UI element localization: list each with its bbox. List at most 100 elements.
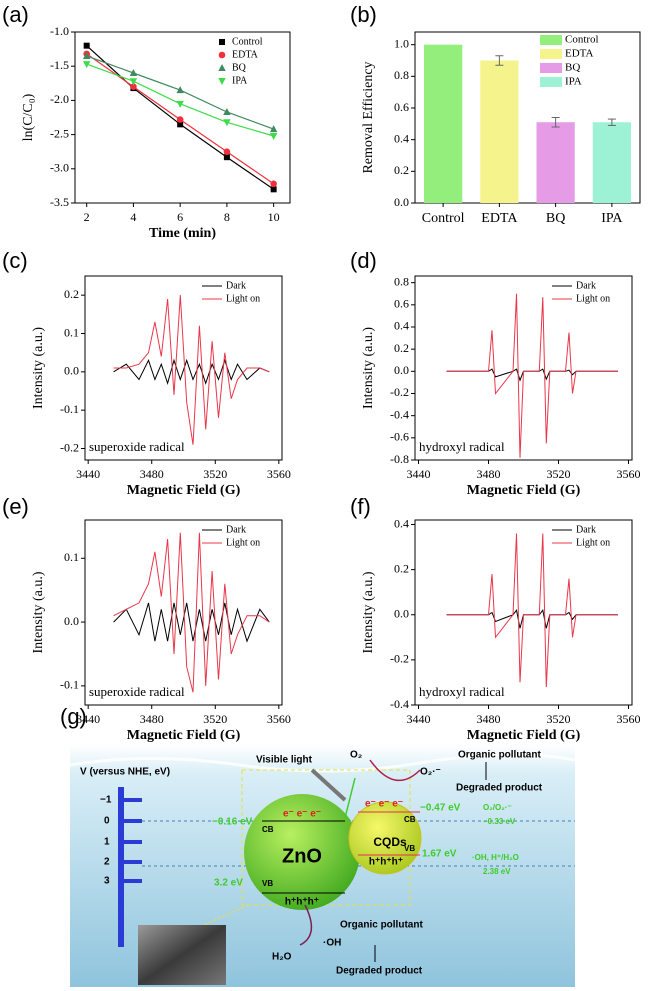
plot-frame — [84, 275, 283, 461]
y-tick-label: 0.1 — [64, 325, 79, 339]
legend-label: Dark — [226, 524, 246, 535]
y-tick-label: 0.4 — [394, 516, 409, 530]
y-tick-label: -3.5 — [50, 195, 69, 209]
y-tick-label: -0.2 — [390, 385, 409, 399]
legend-swatch — [540, 35, 562, 45]
legend-label: Dark — [226, 280, 246, 291]
y-axis-label: Removal Efficiency — [361, 61, 376, 173]
y-tick-label: 0.4 — [394, 319, 409, 333]
pollutant: Organic pollutant — [458, 750, 541, 761]
y-tick-label: 0.1 — [64, 550, 79, 564]
zno-label: ZnO — [282, 845, 322, 867]
y-axis-label: Intensity (a.u.) — [361, 327, 376, 409]
data-point — [130, 83, 137, 91]
legend-swatch — [540, 63, 562, 73]
series-line — [446, 368, 618, 382]
y-tick-label: 0.0 — [64, 614, 79, 628]
y-tick-label: 0.0 — [394, 363, 409, 377]
legend-marker — [219, 39, 225, 45]
panel-label: (a) — [2, 2, 29, 27]
bar — [424, 44, 463, 203]
legend-swatch — [540, 49, 562, 59]
x-tick-label: 3520 — [547, 712, 571, 726]
redox-potential: 2.38 eV — [483, 867, 511, 876]
x-tick-label: 3560 — [617, 467, 641, 481]
x-tick-label: 3480 — [140, 712, 164, 726]
light-label: Visible light — [256, 755, 313, 766]
x-tick-label: 3520 — [203, 467, 227, 481]
panel-label: (e) — [2, 494, 29, 519]
zoom-box — [241, 769, 411, 906]
y-tick-label: 0.0 — [394, 607, 409, 621]
x-tick-label: 3560 — [267, 712, 291, 726]
series-line — [446, 533, 618, 688]
y-tick-label: -3.0 — [50, 161, 69, 175]
legend-label: BQ — [565, 62, 580, 74]
energy-label: 1.67 eV — [422, 849, 457, 860]
y-tick-label: 0.4 — [394, 131, 409, 145]
y-tick-label: 0.6 — [394, 297, 409, 311]
x-tick-label: 3520 — [547, 467, 571, 481]
annotation: hydroxyl radical — [419, 684, 505, 699]
redox-couple: ·OH, H⁺/H₂O — [472, 853, 519, 862]
legend-marker — [218, 64, 226, 71]
x-tick-label: Control — [422, 211, 465, 226]
energy-label: −0.47 eV — [420, 803, 461, 814]
transfer-arrow — [344, 777, 356, 819]
data-point — [129, 78, 138, 86]
y-tick-label: -0.2 — [390, 652, 409, 666]
x-tick-label: 4 — [130, 210, 136, 224]
series-line — [446, 293, 618, 458]
wave — [69, 753, 576, 773]
redox-potential: −0.33 eV — [483, 817, 516, 826]
series-line — [446, 609, 618, 629]
x-tick-label: 3520 — [203, 712, 227, 726]
bar — [536, 122, 575, 203]
x-tick-label: 3440 — [407, 712, 431, 726]
data-point — [223, 154, 230, 161]
y-tick-label: 0.8 — [394, 274, 409, 288]
panel-label: (g) — [60, 704, 87, 729]
legend-label: Light on — [226, 293, 260, 304]
superoxide: O₂·⁻ — [420, 767, 441, 778]
y-tick-label: -2.0 — [50, 92, 69, 106]
product: Degraded product — [336, 966, 423, 977]
data-point — [82, 61, 91, 69]
potential-axis — [118, 787, 124, 947]
sem-image — [138, 925, 226, 985]
legend-swatch — [540, 77, 562, 87]
y-tick-label: -0.6 — [390, 430, 409, 444]
y-tick-label: 1.0 — [394, 36, 409, 50]
series-line — [113, 602, 270, 643]
x-axis-label: Magnetic Field (G) — [467, 483, 581, 498]
band-label: CB — [262, 825, 274, 834]
x-tick-label: 3480 — [477, 467, 501, 481]
energy-label: −0.16 eV — [212, 817, 253, 828]
panel-label: (d) — [350, 248, 377, 273]
x-tick-label: 3440 — [76, 467, 100, 481]
y-tick-label: -0.4 — [390, 697, 409, 711]
legend-label: Light on — [576, 293, 610, 304]
x-tick-label: 2 — [84, 210, 90, 224]
light-arrow — [310, 768, 347, 802]
holes: h⁺h⁺h⁺ — [369, 857, 403, 868]
axis-tick: 2 — [104, 857, 110, 868]
y-tick-label: -0.4 — [390, 407, 409, 421]
reduction-arrow — [369, 759, 421, 782]
panel-label: (c) — [2, 248, 28, 273]
pollutant: Organic pollutant — [340, 920, 423, 931]
legend-marker — [218, 78, 226, 85]
y-tick-label: -1.5 — [50, 58, 69, 72]
data-point — [223, 148, 231, 155]
x-tick-label: IPA — [601, 211, 623, 226]
y-tick-label: 0.2 — [64, 287, 79, 301]
water: H₂O — [272, 952, 292, 963]
legend-label: IPA — [565, 76, 582, 88]
legend-label: Control — [565, 34, 599, 46]
data-point — [269, 132, 278, 140]
redox-couple: O₂/O₂·⁻ — [483, 803, 512, 812]
data-point — [176, 86, 184, 94]
panel-label: (f) — [350, 494, 371, 519]
axis-ticks — [124, 798, 142, 883]
y-tick-label: -0.1 — [60, 402, 79, 416]
